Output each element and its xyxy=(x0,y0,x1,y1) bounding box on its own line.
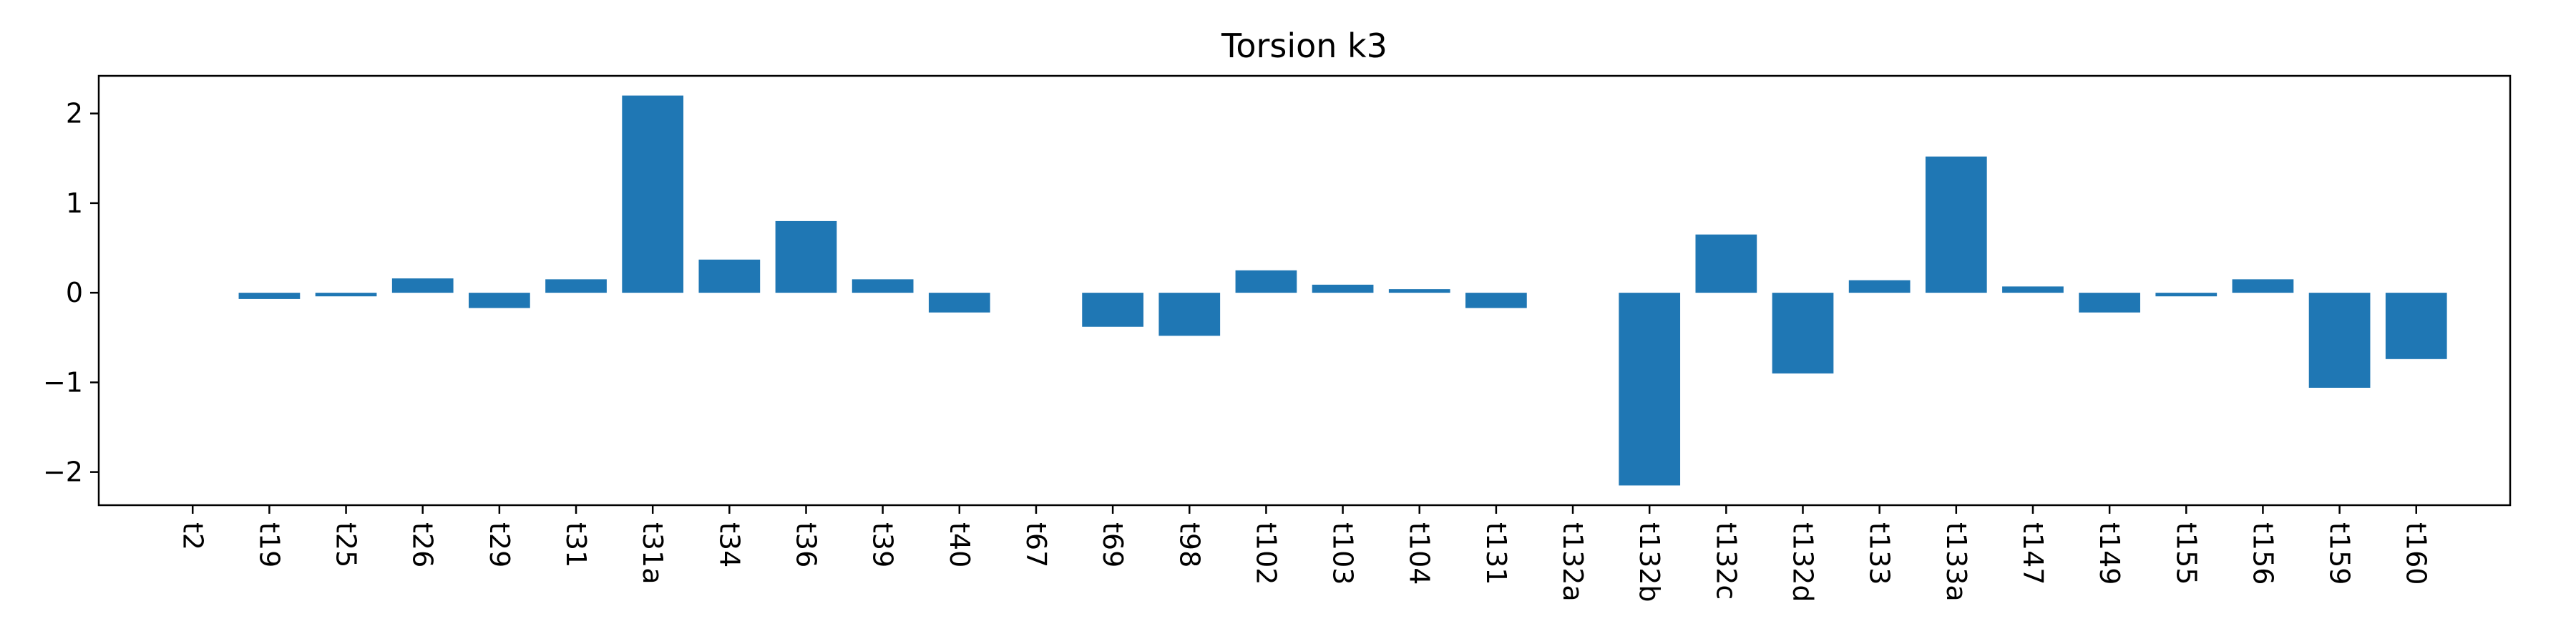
y-tick-label: 0 xyxy=(66,277,83,308)
x-tick-label-t31: t31 xyxy=(560,522,592,567)
x-tick-label-t29: t29 xyxy=(484,522,515,567)
plot-frame xyxy=(97,74,2512,507)
x-tick-label-t104: t104 xyxy=(1404,522,1435,585)
bar-t102 xyxy=(1235,270,1297,293)
x-tick-label-t69: t69 xyxy=(1097,522,1128,567)
bar-series xyxy=(238,95,2447,486)
x-tick-label-t26: t26 xyxy=(407,522,439,567)
y-tick-label: 2 xyxy=(66,98,83,130)
x-tick-label-t19: t19 xyxy=(253,522,285,567)
x-tick-label-t25: t25 xyxy=(331,522,362,567)
x-tick-label-t132b: t132b xyxy=(1634,522,1665,602)
x-tick-label-t40: t40 xyxy=(944,522,975,567)
x-tick-label-t133: t133 xyxy=(1864,522,1896,585)
bar-t104 xyxy=(1388,289,1450,293)
bar-t40 xyxy=(928,293,990,313)
bar-t155 xyxy=(2155,293,2218,297)
bar-t156 xyxy=(2232,279,2294,293)
bar-t19 xyxy=(238,293,301,299)
x-tick-label-t133a: t133a xyxy=(1941,522,1972,602)
x-tick-label-t2: t2 xyxy=(177,522,208,550)
x-tick-label-t132d: t132d xyxy=(1787,522,1819,602)
x-tick-label-t147: t147 xyxy=(2017,522,2049,585)
bar-t103 xyxy=(1312,284,1374,293)
x-tick-label-t131: t131 xyxy=(1480,522,1512,585)
bar-t133 xyxy=(1848,280,1911,293)
x-tick-label-t160: t160 xyxy=(2401,522,2432,585)
x-tick-label-t132c: t132c xyxy=(1710,522,1742,600)
x-tick-label-t102: t102 xyxy=(1250,522,1282,585)
x-tick-label-t156: t156 xyxy=(2247,522,2278,585)
x-tick-label-t39: t39 xyxy=(867,522,899,567)
bar-t26 xyxy=(391,278,454,293)
x-tick-label-t98: t98 xyxy=(1174,522,1205,567)
bar-t31 xyxy=(545,279,607,293)
bar-t160 xyxy=(2385,293,2447,359)
bar-t29 xyxy=(469,293,530,308)
bar-t132c xyxy=(1695,234,1757,293)
x-tick-label-t149: t149 xyxy=(2094,522,2125,585)
bar-t159 xyxy=(2308,293,2371,388)
y-tick-label: −1 xyxy=(43,366,83,398)
x-tick-label-t67: t67 xyxy=(1020,522,1052,567)
y-tick-label: 1 xyxy=(66,187,83,219)
x-axis: t2 t19 t25 t26 t29 t31 t31a t34 t36 t39 t40 t67 t69 t… xyxy=(177,505,2432,602)
bar-t133a xyxy=(1925,156,1987,293)
x-tick-label-t103: t103 xyxy=(1327,522,1359,585)
bar-t25 xyxy=(315,293,377,297)
bar-t31a xyxy=(622,95,684,293)
x-tick-label-t155: t155 xyxy=(2170,522,2202,585)
bar-t147 xyxy=(2002,286,2064,293)
bar-t131 xyxy=(1465,293,1527,308)
bar-t36 xyxy=(775,220,837,293)
bar-t132b xyxy=(1619,293,1681,486)
y-axis: −2 −1 0 1 2 xyxy=(43,98,99,488)
x-tick-label-t132a: t132a xyxy=(1557,522,1589,602)
x-tick-label-t34: t34 xyxy=(713,522,745,567)
bar-t149 xyxy=(2079,293,2140,313)
bar-t132d xyxy=(1772,293,1834,374)
bar-t98 xyxy=(1158,293,1221,336)
x-tick-label-t159: t159 xyxy=(2324,522,2356,585)
x-tick-label-t31a: t31a xyxy=(637,522,668,585)
bar-t34 xyxy=(698,259,761,293)
x-tick-label-t36: t36 xyxy=(790,522,821,567)
bar-t39 xyxy=(852,279,914,293)
chart-title: Torsion k3 xyxy=(1221,26,1387,65)
bar-t69 xyxy=(1082,293,1143,327)
y-tick-label: −2 xyxy=(43,457,83,488)
